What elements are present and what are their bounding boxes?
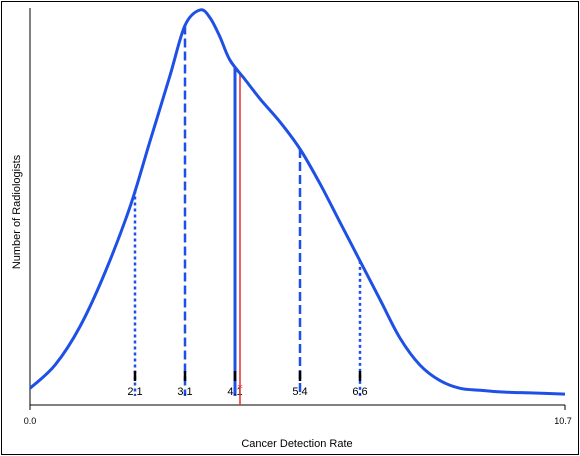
- percentile-label-2: 4.1: [227, 386, 242, 398]
- percentile-label-1: 3.1: [177, 386, 192, 398]
- plot-area: 2.1 3.1 4.1 5.4 6.6 *: [28, 8, 566, 405]
- percentile-label-0: 2.1: [127, 386, 142, 398]
- axes: 0.0 10.7 Cancer Detection Rate Number of…: [11, 8, 572, 450]
- y-axis-title: Number of Radiologists: [11, 154, 23, 269]
- density-curve: [28, 8, 566, 396]
- x-tick-label-1: 10.7: [554, 416, 572, 426]
- x-tick-label-0: 0.0: [24, 416, 37, 426]
- percentile-label-3: 5.4: [292, 386, 307, 398]
- x-axis-title: Cancer Detection Rate: [241, 438, 352, 450]
- reference-marker: *: [237, 382, 243, 395]
- percentile-label-4: 6.6: [352, 386, 367, 398]
